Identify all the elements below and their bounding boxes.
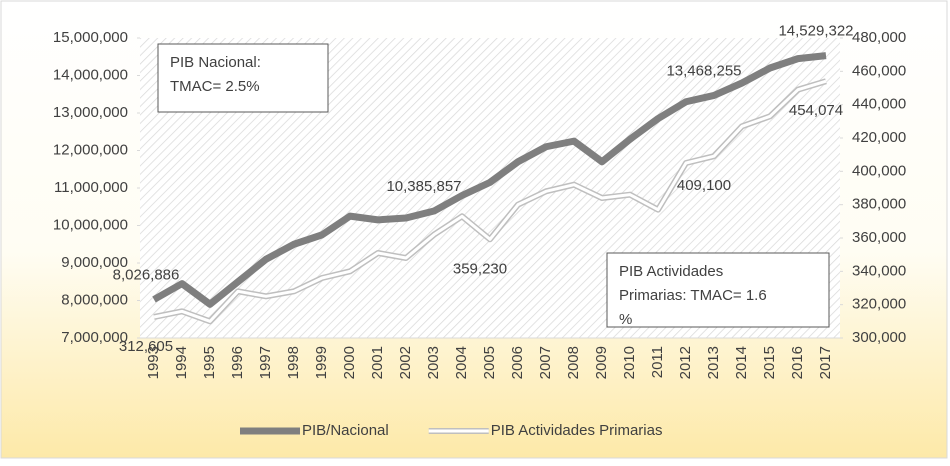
x-tick-label: 2015 — [761, 346, 778, 379]
annotation-text: % — [619, 311, 632, 328]
y-tick-label: 11,000,000 — [54, 179, 128, 196]
y2-tick-label: 460,000 — [852, 62, 906, 79]
y-tick-label: 10,000,000 — [53, 216, 128, 233]
x-tick-label: 2011 — [649, 346, 666, 378]
annotation-text: Primarias: TMAC= 1.6 — [619, 287, 767, 304]
y2-tick-label: 400,000 — [852, 162, 906, 179]
x-tick-label: 2016 — [789, 346, 806, 379]
data-label: 14,529,322 — [778, 23, 853, 40]
y-tick-label: 13,000,000 — [53, 104, 128, 121]
y-tick-label: 14,000,000 — [53, 66, 128, 83]
x-tick-label: 2009 — [593, 346, 610, 379]
annotation-text: PIB Actividades — [619, 263, 723, 280]
x-tick-label: 1998 — [285, 346, 302, 379]
y2-tick-label: 340,000 — [852, 262, 906, 279]
x-tick-label: 1999 — [313, 346, 330, 379]
y-tick-label: 8,000,000 — [61, 291, 128, 308]
y2-tick-label: 320,000 — [852, 296, 906, 313]
y2-tick-label: 420,000 — [852, 129, 906, 146]
x-tick-label: 2010 — [621, 346, 638, 379]
series-line-inner — [153, 79, 827, 323]
data-label: 10,385,857 — [386, 178, 461, 195]
x-tick-label: 2013 — [705, 346, 722, 379]
data-label: 8,026,886 — [113, 266, 180, 283]
y2-tick-label: 300,000 — [852, 329, 906, 346]
data-label: 409,100 — [677, 177, 731, 194]
x-tick-label: 1996 — [229, 346, 246, 379]
x-tick-label: 1995 — [201, 346, 218, 379]
series-line — [152, 52, 827, 308]
y-tick-label: 7,000,000 — [61, 329, 128, 346]
x-tick-label: 2007 — [537, 346, 554, 379]
x-tick-label: 2004 — [453, 346, 470, 379]
x-tick-label: 2008 — [565, 346, 582, 379]
y-tick-label: 15,000,000 — [53, 29, 128, 46]
y2-tick-label: 360,000 — [852, 229, 906, 246]
x-tick-label: 2014 — [733, 346, 750, 379]
y2-tick-label: 380,000 — [852, 196, 906, 213]
y-tick-label: 12,000,000 — [53, 141, 128, 158]
y2-tick-label: 480,000 — [852, 29, 906, 46]
y2-tick-label: 440,000 — [852, 96, 906, 113]
x-tick-label: 2000 — [341, 346, 358, 379]
data-label: 312,605 — [119, 338, 173, 355]
x-tick-label: 1997 — [257, 346, 274, 379]
y-tick-label: 9,000,000 — [61, 254, 128, 271]
x-tick-label: 2006 — [509, 346, 526, 379]
data-label: 359,230 — [453, 260, 507, 277]
data-label: 454,074 — [789, 102, 843, 119]
legend-label: PIB/Nacional — [302, 422, 389, 439]
data-label: 13,468,255 — [666, 62, 741, 79]
x-tick-label: 2003 — [425, 346, 442, 379]
x-tick-label: 2017 — [817, 346, 834, 379]
legend-label: PIB Actividades Primarias — [491, 422, 663, 439]
x-tick-label: 2002 — [397, 346, 414, 379]
x-tick-label: 2001 — [369, 346, 386, 379]
x-tick-label: 2012 — [677, 346, 694, 379]
annotation-text: TMAC= 2.5% — [170, 78, 260, 95]
x-tick-label: 1993 — [145, 346, 162, 379]
x-tick-label: 1994 — [173, 346, 190, 379]
annotation-box — [606, 252, 830, 328]
annotation-box — [157, 43, 329, 113]
x-tick-label: 2005 — [481, 346, 498, 379]
annotation-text: PIB Nacional: — [170, 54, 261, 71]
